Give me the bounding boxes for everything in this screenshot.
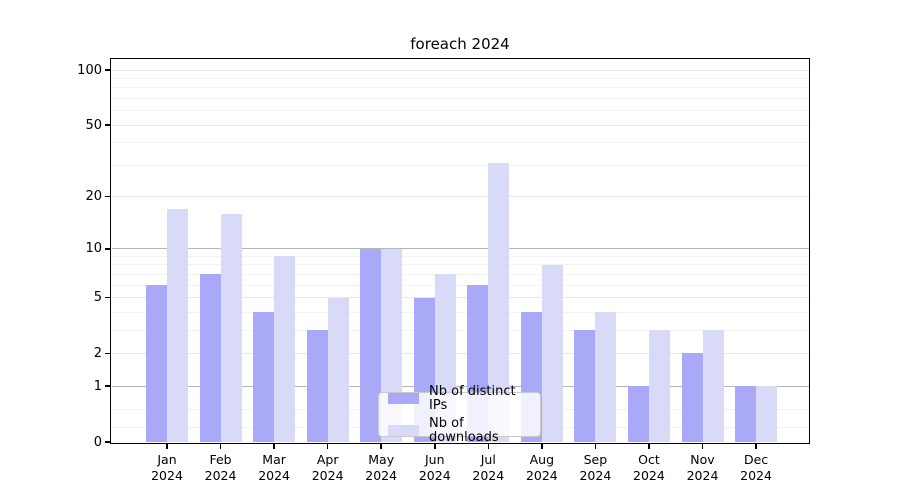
- minor-gridline: [111, 164, 809, 166]
- y-tick-label: 0: [93, 434, 102, 450]
- y-tick: [105, 124, 110, 126]
- x-tick-label: Jan 2024: [151, 451, 183, 483]
- y-tick-label: 10: [85, 241, 102, 257]
- major-gridline: [111, 248, 809, 250]
- x-tick: [755, 443, 757, 449]
- bar-nb-of-downloads-oct: [648, 330, 670, 442]
- x-tick: [648, 443, 650, 449]
- minor-gridline: [111, 78, 809, 80]
- y-tick-label: 5: [93, 290, 102, 306]
- x-tick-label: Nov 2024: [686, 451, 719, 483]
- x-tick-label: Jul 2024: [472, 451, 505, 483]
- bar-nb-of-downloads-apr: [327, 297, 349, 442]
- y-tick: [105, 385, 110, 387]
- x-tick-label: Aug 2024: [525, 451, 558, 483]
- x-tick: [541, 443, 543, 449]
- bar-nb-of-downloads-nov: [702, 330, 724, 442]
- bar-nb-of-downloads-feb: [220, 213, 242, 442]
- y-tick: [105, 441, 110, 443]
- x-tick: [273, 443, 275, 449]
- minor-gridline: [111, 329, 809, 331]
- x-tick-label: Oct 2024: [633, 451, 665, 483]
- major-gridline: [111, 385, 809, 387]
- bar-nb-of-downloads-dec: [756, 386, 778, 442]
- x-tick: [219, 443, 222, 449]
- legend-label: Nb of downloads: [429, 415, 499, 445]
- bar-nb-of-distinct-ips-sep: [574, 330, 596, 442]
- minor-gridline: [111, 110, 809, 112]
- bar-nb-of-distinct-ips-nov: [681, 353, 703, 442]
- y-tick-label: 2: [93, 345, 102, 361]
- legend-swatch-distinct-ips: [388, 393, 419, 404]
- bar-nb-of-distinct-ips-mar: [253, 312, 275, 442]
- legend-item-downloads: Nb of downloads: [388, 415, 531, 445]
- y-tick: [105, 296, 110, 299]
- major-gridline: [111, 69, 809, 71]
- legend: Nb of distinct IPs Nb of downloads: [378, 384, 541, 444]
- x-tick-label: Apr 2024: [311, 451, 344, 483]
- legend-label: Nb of distinct IPs: [429, 383, 516, 413]
- x-tick: [487, 443, 490, 449]
- minor-gridline: [111, 98, 809, 100]
- x-tick-label: Sep 2024: [579, 451, 612, 483]
- bar-nb-of-downloads-jul: [488, 162, 510, 442]
- y-tick: [105, 248, 110, 250]
- y-tick: [105, 195, 110, 198]
- x-tick: [166, 443, 168, 449]
- minor-gridline: [111, 264, 809, 266]
- bar-nb-of-distinct-ips-dec: [735, 386, 757, 442]
- x-tick-label: Mar 2024: [258, 451, 290, 483]
- bar-nb-of-downloads-aug: [541, 264, 563, 442]
- y-tick-label: 20: [85, 189, 102, 205]
- bar-nb-of-distinct-ips-apr: [306, 330, 328, 442]
- x-tick: [326, 443, 329, 449]
- x-tick-label: May 2024: [365, 451, 398, 483]
- x-tick: [701, 443, 704, 449]
- bar-nb-of-downloads-sep: [595, 312, 617, 442]
- minor-gridline: [111, 273, 809, 275]
- bar-nb-of-distinct-ips-oct: [627, 386, 649, 442]
- x-tick: [594, 443, 597, 449]
- y-tick: [105, 352, 110, 355]
- bar-nb-of-distinct-ips-may: [360, 248, 382, 442]
- y-tick-label: 50: [85, 117, 102, 133]
- bar-nb-of-downloads-jan: [167, 209, 188, 442]
- bar-nb-of-distinct-ips-jan: [146, 285, 167, 442]
- bar-nb-of-downloads-mar: [274, 256, 296, 442]
- x-tick: [434, 443, 436, 449]
- major-gridline: [111, 297, 809, 299]
- minor-gridline: [111, 87, 809, 89]
- x-tick-label: Dec 2024: [740, 451, 772, 483]
- major-gridline: [111, 352, 809, 354]
- y-tick: [105, 69, 110, 71]
- minor-gridline: [111, 255, 809, 257]
- minor-gridline: [111, 284, 809, 286]
- minor-gridline: [111, 142, 809, 144]
- x-tick: [380, 443, 382, 449]
- legend-swatch-downloads: [388, 425, 419, 436]
- x-tick-label: Feb 2024: [204, 451, 237, 483]
- y-tick-label: 1: [93, 378, 102, 394]
- legend-item-distinct-ips: Nb of distinct IPs: [388, 383, 531, 413]
- x-tick-label: Jun 2024: [418, 451, 451, 483]
- y-tick-label: 100: [77, 62, 102, 78]
- major-gridline: [111, 124, 809, 126]
- minor-gridline: [111, 311, 809, 313]
- chart-title: foreach 2024: [410, 35, 510, 53]
- bar-nb-of-distinct-ips-feb: [199, 274, 221, 442]
- major-gridline: [111, 196, 809, 198]
